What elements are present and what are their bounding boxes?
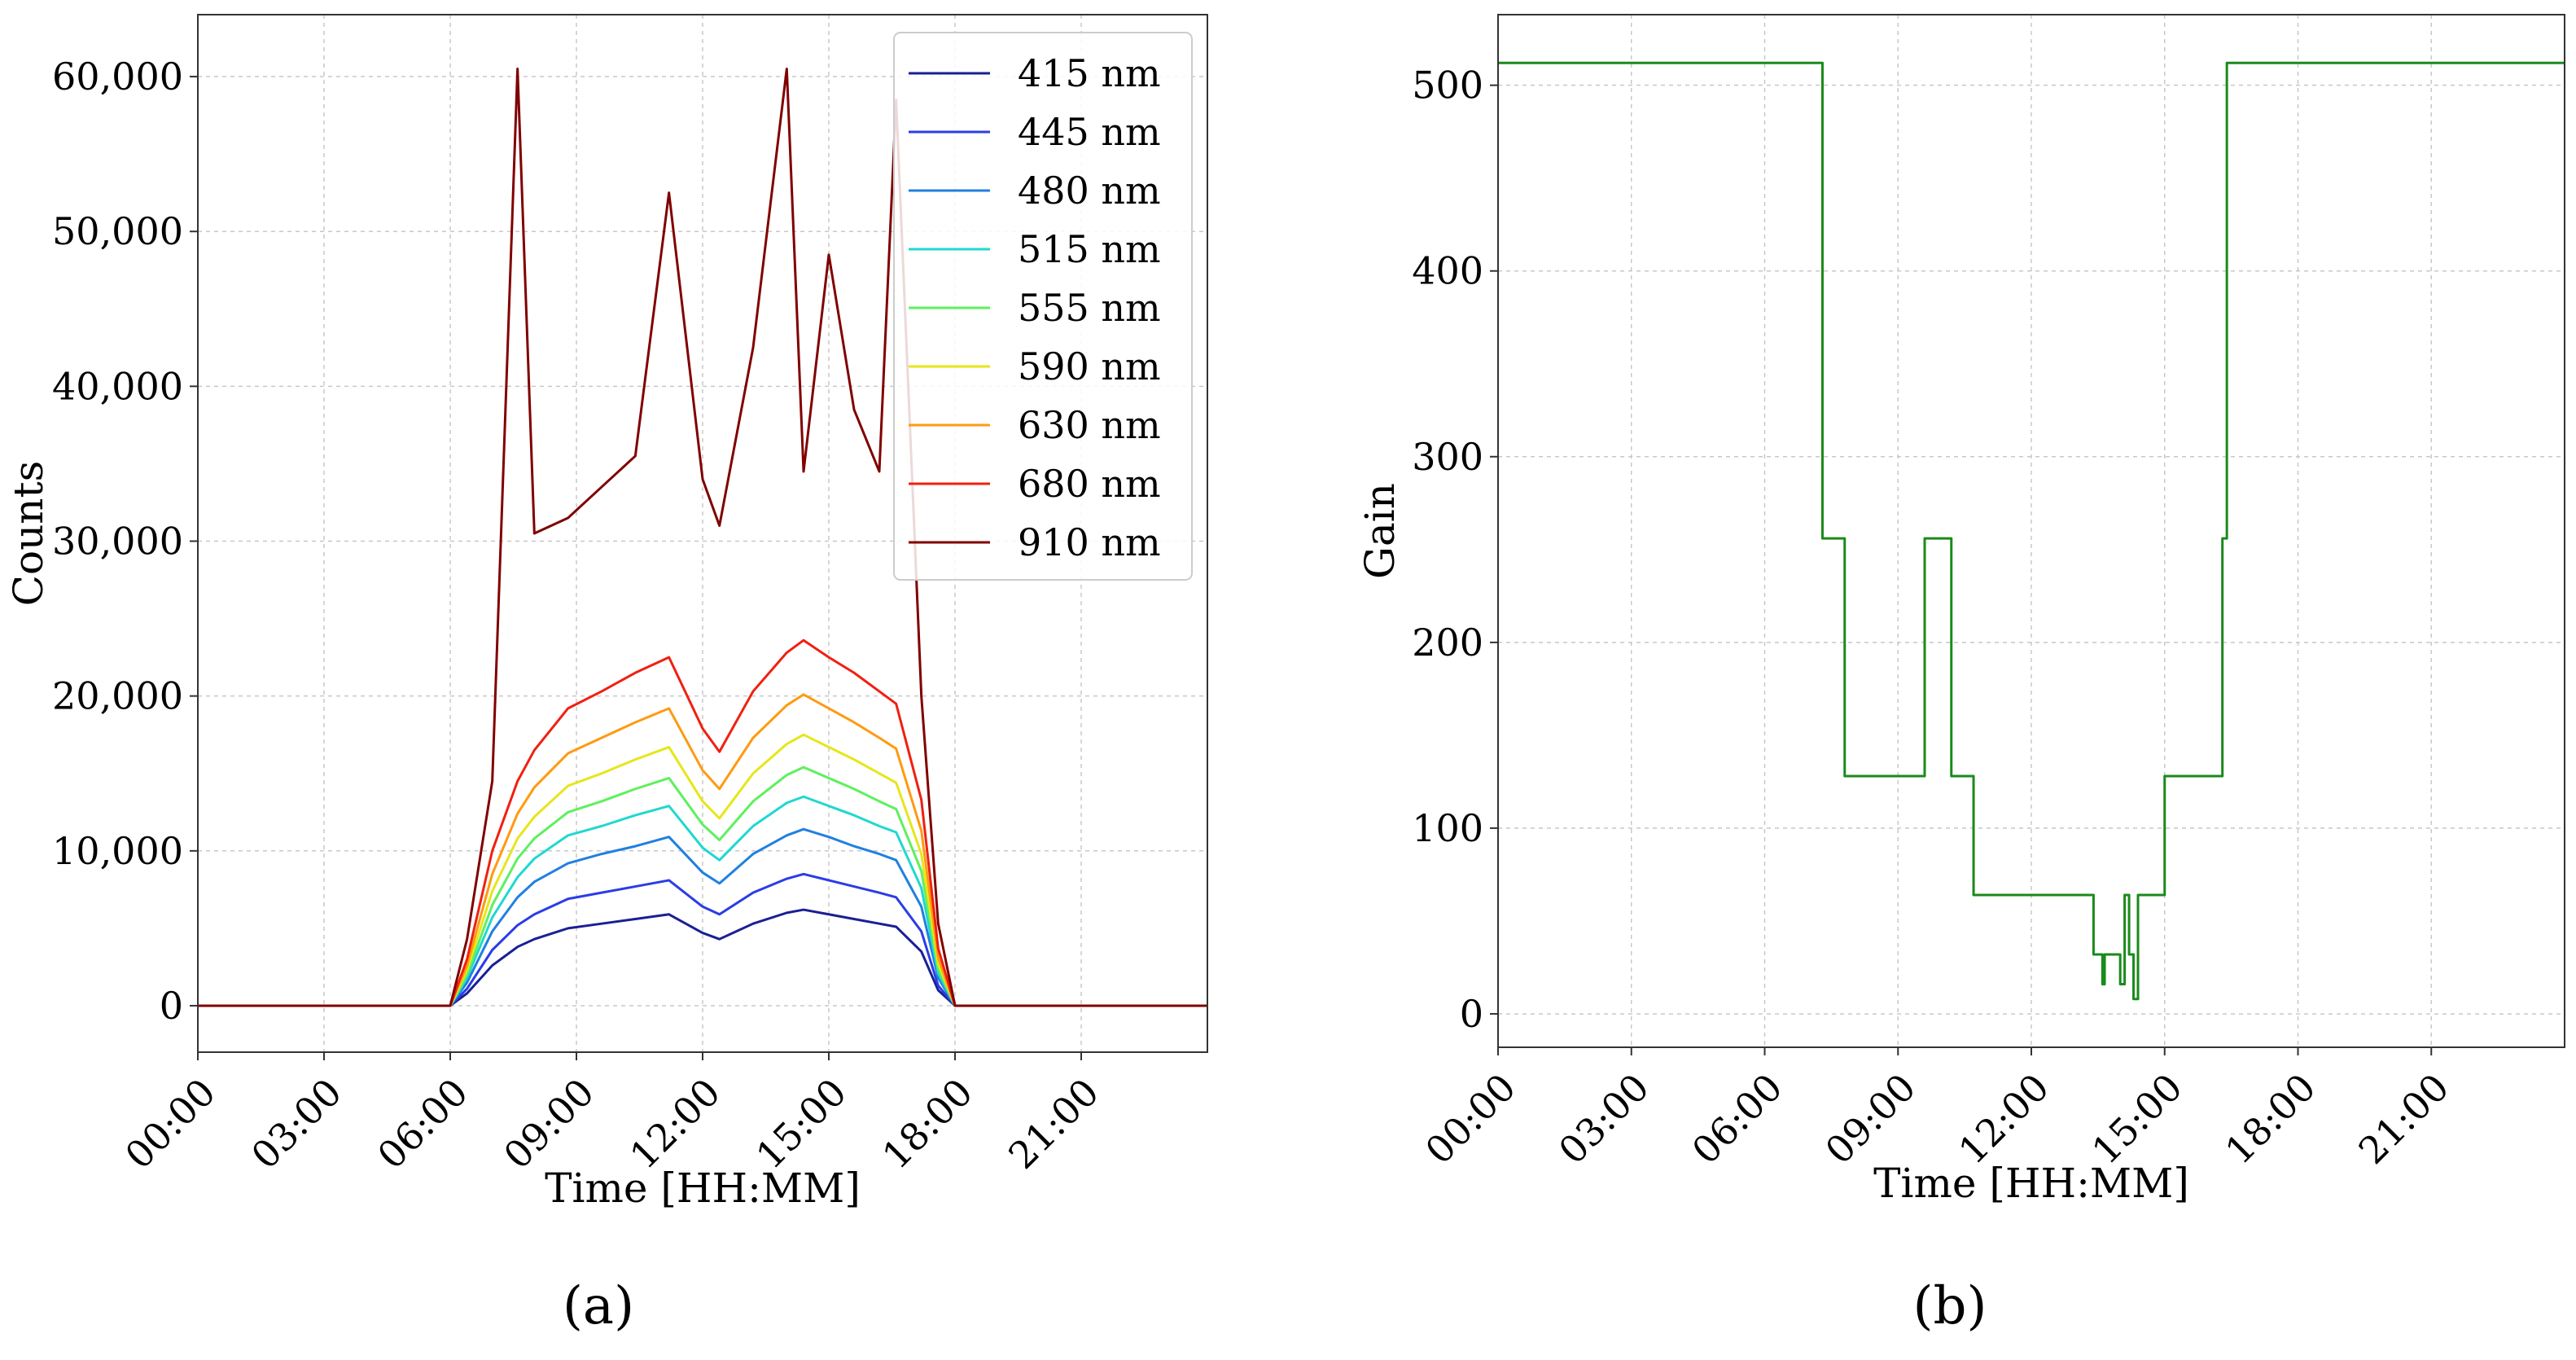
panel-a-line-445-nm — [198, 872, 1207, 1007]
panel-a-xaxis-label: Time [HH:MM] — [545, 1165, 861, 1212]
panel-b-ytick-label-4: 400 — [1412, 249, 1483, 293]
panel-a-legend-label-5: 590 nm — [1018, 344, 1161, 388]
panel-a-line-680-nm — [198, 638, 1207, 1007]
panel-b-chart: 00:00 03:00 06:00 09:00 12:00 15:00 18:00 21:00… — [1356, 14, 2565, 1207]
panel-b-xtick-label-3: 09:00 — [1816, 1065, 1924, 1173]
panel-a-xtick-label-2: 06:00 — [369, 1070, 476, 1178]
panel-a-legend: 415 nm 445 nm 480 nm 515 nm 555 nm 590 nm 630 … — [893, 32, 1193, 581]
panel-a-xtick-label-0: 00:00 — [116, 1070, 224, 1178]
panel-a-line-515-nm — [198, 795, 1207, 1007]
panel-b-ytick-label-1: 100 — [1412, 806, 1483, 850]
panel-b-label: (b) — [1913, 1276, 1987, 1336]
panel-b-xtick-label-1: 03:00 — [1550, 1065, 1658, 1173]
panel-a-legend-label-1: 445 nm — [1018, 110, 1161, 154]
panel-a-xtick-label-7: 21:00 — [1000, 1070, 1107, 1178]
panel-a-legend-label-3: 515 nm — [1018, 227, 1161, 271]
panel-a-legend-label-2: 480 nm — [1018, 169, 1161, 213]
panel-a-ytick-label-5: 50,000 — [52, 209, 183, 253]
panel-a-line-590-nm — [198, 733, 1207, 1007]
panel-b-series-group — [1498, 61, 2565, 1001]
panel-a-series-group — [198, 68, 1207, 1007]
panel-a-xtick-label-3: 09:00 — [495, 1070, 602, 1178]
panel-a-line-415-nm — [198, 908, 1207, 1007]
panel-a-xtick-label-4: 12:00 — [621, 1070, 729, 1178]
panel-b-line-series-0 — [1498, 61, 2565, 1001]
panel-a-ytick-label-2: 20,000 — [52, 674, 183, 718]
panel-a-legend-label-6: 630 nm — [1018, 403, 1161, 447]
panel-a-line-555-nm — [198, 766, 1207, 1007]
panel-a-legend-label-8: 910 nm — [1018, 520, 1161, 564]
panel-a-ytick-label-3: 30,000 — [52, 520, 183, 564]
panel-a-legend-label-4: 555 nm — [1018, 286, 1161, 330]
panel-a-line-630-nm — [198, 693, 1207, 1007]
panel-a-ytick-label-4: 40,000 — [52, 364, 183, 408]
panel-b-ytick-label-3: 300 — [1412, 435, 1483, 479]
panel-b-ytick-label-5: 500 — [1412, 64, 1483, 107]
panel-a-line-480-nm — [198, 827, 1207, 1007]
panel-a-xtick-label-1: 03:00 — [243, 1070, 350, 1178]
panel-b-xtick-label-5: 15:00 — [2083, 1065, 2191, 1173]
panel-a-ytick-label-1: 10,000 — [52, 829, 183, 873]
panel-a-chart: 00:00 03:00 06:00 09:00 12:00 15:00 18:00 21:00… — [5, 14, 1208, 1212]
panel-b-yaxis-label: Gain — [1356, 483, 1404, 579]
panel-a-ytick-label-0: 0 — [160, 984, 183, 1028]
panel-a-legend-label-0: 415 nm — [1018, 51, 1161, 95]
panel-a-yaxis-label: Counts — [5, 461, 52, 607]
panel-a-xtick-label-5: 15:00 — [747, 1070, 855, 1178]
panel-a-legend-box — [893, 32, 1193, 581]
panel-a-legend-label-7: 680 nm — [1018, 462, 1161, 506]
panel-b-ytick-label-2: 200 — [1412, 621, 1483, 665]
panel-b-xtick-label-7: 21:00 — [2350, 1065, 2457, 1173]
panel-b-xtick-label-2: 06:00 — [1684, 1065, 1791, 1173]
panel-b-xtick-label-6: 18:00 — [2217, 1065, 2324, 1173]
panel-b-ytick-label-0: 0 — [1460, 992, 1483, 1036]
panel-a-label: (a) — [563, 1276, 634, 1336]
panel-b-xtick-label-0: 00:00 — [1417, 1065, 1524, 1173]
panel-b-xtick-label-4: 12:00 — [1950, 1065, 2057, 1173]
panel-a-xtick-label-6: 18:00 — [874, 1070, 981, 1178]
panel-a-ytick-label-6: 60,000 — [52, 55, 183, 99]
panel-b-xaxis-label: Time [HH:MM] — [1873, 1160, 2189, 1207]
